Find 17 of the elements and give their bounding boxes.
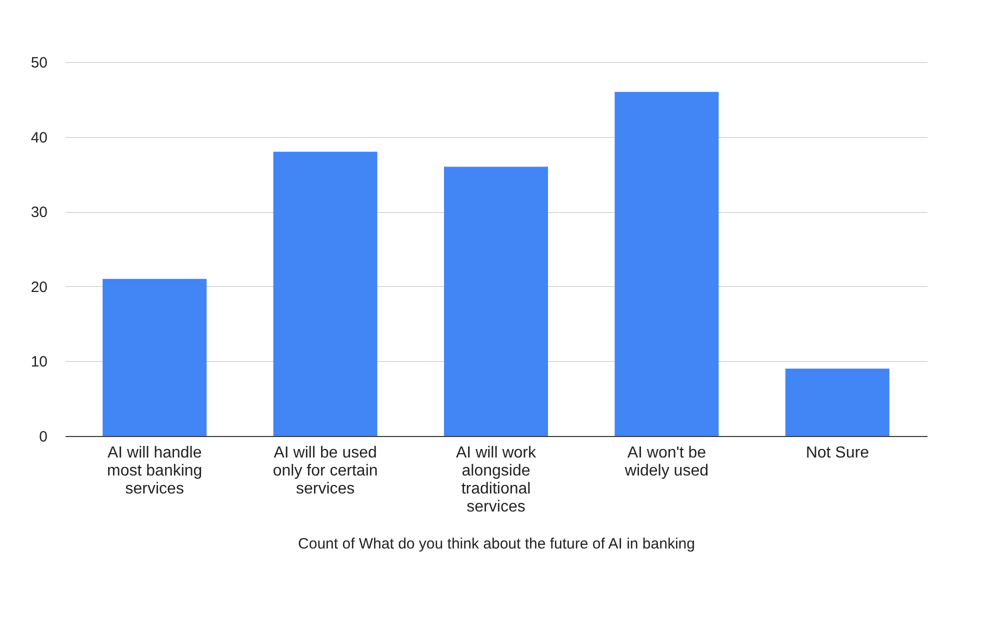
bar	[273, 152, 378, 436]
y-tick-label: 30	[30, 204, 48, 222]
bar	[785, 368, 890, 436]
x-tick-label: AI will handle most banking services	[107, 444, 202, 498]
x-tick-label: Not Sure	[806, 444, 870, 462]
bar	[444, 166, 548, 436]
bar	[102, 278, 207, 436]
y-tick-label: 50	[30, 54, 48, 72]
x-tick-label: AI will be used only for certain services	[272, 444, 378, 498]
y-tick-label: 40	[30, 129, 48, 146]
y-tick-label: 10	[30, 354, 48, 371]
x-tick-label: AI won't be widely used	[624, 444, 708, 480]
x-axis-title: Count of What do you think about the future of AI in banking	[298, 536, 695, 552]
y-tick-label: 20	[30, 278, 48, 296]
y-tick-label: 0	[39, 428, 48, 446]
x-tick-label: AI will work alongside traditional services	[456, 444, 537, 516]
bar	[614, 92, 719, 436]
